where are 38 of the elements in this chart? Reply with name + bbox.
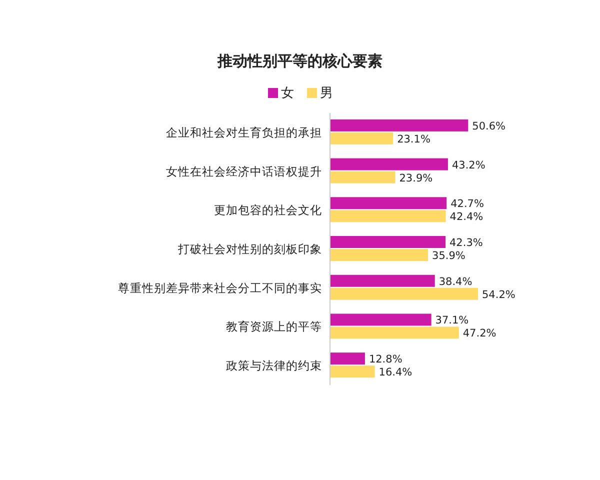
y-tick-label: 打破社会对性别的刻板印象 <box>177 242 322 256</box>
legend-label: 男 <box>320 86 333 101</box>
data-label: 42.3% <box>450 237 483 249</box>
bar <box>330 158 448 170</box>
y-tick-label: 更加包容的社会文化 <box>214 203 322 218</box>
bar <box>330 197 447 210</box>
bar <box>330 366 375 378</box>
y-tick-label: 政策与法律的约束 <box>226 358 322 373</box>
bar <box>330 352 365 365</box>
data-label: 50.6% <box>472 120 506 132</box>
bar <box>330 326 459 339</box>
data-label: 37.1% <box>435 314 469 327</box>
data-label: 54.2% <box>482 288 516 301</box>
legend-label: 女 <box>281 86 294 101</box>
y-tick-label: 教育资源上的平等 <box>226 320 322 334</box>
data-label: 16.4% <box>378 366 412 379</box>
data-label: 35.9% <box>432 250 466 262</box>
data-label: 12.8% <box>368 354 402 366</box>
bar <box>330 314 432 326</box>
bar <box>330 132 394 144</box>
bar <box>330 288 478 300</box>
bar <box>330 249 428 261</box>
data-label: 43.2% <box>452 159 486 172</box>
data-label: 47.2% <box>462 328 496 340</box>
y-tick-label: 企业和社会对生育负担的承担 <box>166 125 322 140</box>
bar <box>330 236 446 248</box>
y-tick-label: 尊重性别差异带来社会分工不同的事实 <box>118 280 322 295</box>
bar <box>330 171 396 184</box>
bar <box>330 119 468 132</box>
data-label: 42.7% <box>450 198 484 210</box>
chart-title: 推动性别平等的核心要素 <box>216 52 382 70</box>
data-label: 38.4% <box>438 276 472 288</box>
bar <box>330 274 435 287</box>
data-label: 42.4% <box>450 211 484 224</box>
bar <box>330 210 446 222</box>
data-label: 23.9% <box>399 172 433 184</box>
y-tick-label: 女性在社会经济中话语权提升 <box>166 164 322 178</box>
data-label: 23.1% <box>397 133 430 146</box>
